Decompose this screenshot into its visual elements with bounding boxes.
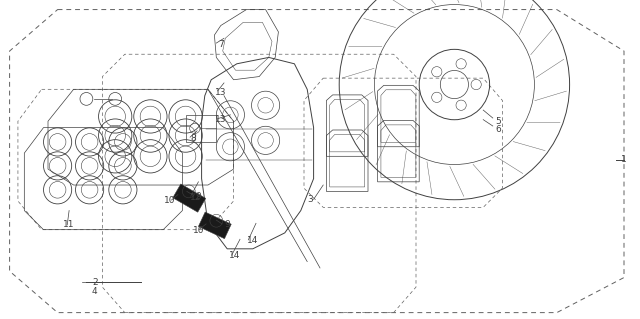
Text: 2: 2 <box>92 278 97 287</box>
Text: 1: 1 <box>621 155 627 164</box>
Text: 7: 7 <box>218 40 223 49</box>
Text: 11: 11 <box>63 220 75 229</box>
Bar <box>173 184 205 212</box>
Text: 10: 10 <box>193 226 204 235</box>
Text: 13: 13 <box>215 115 227 124</box>
Bar <box>198 212 231 239</box>
Text: 4: 4 <box>92 287 97 296</box>
Text: 8: 8 <box>191 134 196 143</box>
Text: 14: 14 <box>247 236 259 245</box>
Text: 6: 6 <box>495 125 500 134</box>
Text: 9: 9 <box>196 192 201 201</box>
Text: 12: 12 <box>189 193 201 202</box>
Text: 3: 3 <box>308 195 313 204</box>
Text: 5: 5 <box>495 117 500 126</box>
Text: 14: 14 <box>229 251 241 260</box>
Text: 10: 10 <box>164 197 175 205</box>
Text: 13: 13 <box>215 88 227 97</box>
Text: 9: 9 <box>225 220 230 229</box>
